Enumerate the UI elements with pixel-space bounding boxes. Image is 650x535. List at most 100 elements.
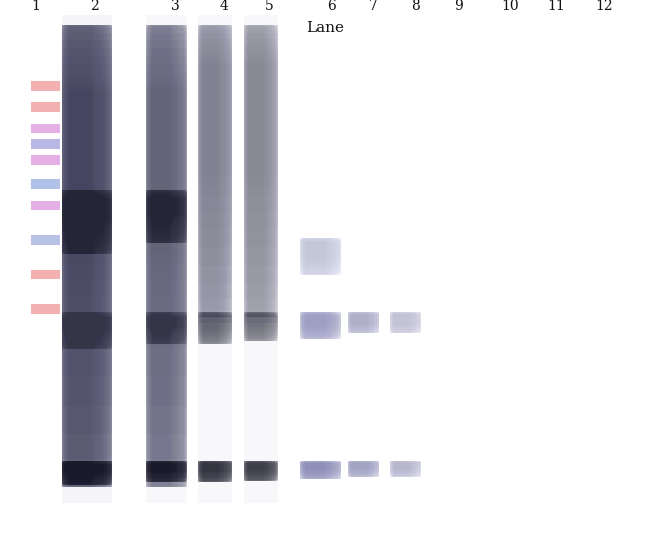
Bar	[244, 463, 278, 472]
Bar	[351, 312, 370, 333]
Bar	[247, 312, 268, 341]
Bar	[146, 26, 187, 486]
Bar	[62, 463, 112, 475]
Bar	[390, 314, 421, 327]
Bar	[62, 315, 112, 338]
Bar	[62, 461, 112, 484]
Bar	[246, 25, 272, 317]
Bar	[348, 314, 379, 326]
Bar	[149, 461, 178, 482]
Bar	[350, 312, 371, 333]
Bar	[146, 461, 187, 479]
Bar	[65, 312, 101, 349]
Bar	[306, 238, 323, 275]
Bar	[146, 64, 187, 347]
Bar	[244, 316, 278, 326]
Bar	[198, 461, 232, 482]
Bar	[147, 25, 185, 487]
Bar	[300, 243, 341, 256]
Bar	[244, 461, 277, 481]
Bar	[390, 315, 421, 323]
Bar	[300, 315, 341, 326]
Bar	[146, 25, 187, 487]
Bar	[244, 312, 278, 339]
Bar	[198, 316, 232, 328]
Bar	[198, 27, 232, 311]
Bar	[244, 68, 278, 162]
Bar	[352, 461, 367, 477]
Bar	[62, 317, 112, 331]
Bar	[151, 461, 170, 482]
Bar	[146, 463, 187, 474]
Bar	[305, 238, 326, 275]
Bar	[62, 25, 111, 487]
Bar	[390, 463, 421, 468]
Bar	[390, 315, 421, 323]
Bar	[201, 312, 225, 344]
Bar	[146, 82, 187, 279]
Bar	[198, 316, 232, 328]
Bar	[248, 25, 263, 317]
Bar	[62, 461, 112, 482]
Bar	[348, 461, 378, 477]
Bar	[66, 190, 99, 254]
Bar	[352, 461, 367, 477]
Bar	[394, 312, 410, 333]
Bar	[300, 238, 340, 275]
Bar	[149, 312, 178, 344]
Bar	[200, 25, 228, 317]
Bar	[146, 93, 187, 241]
Bar	[62, 317, 112, 330]
Bar	[199, 312, 229, 344]
Bar	[306, 238, 324, 275]
Bar	[246, 25, 270, 317]
Bar	[198, 464, 232, 471]
Bar	[348, 315, 379, 325]
Bar	[147, 25, 184, 487]
Bar	[151, 312, 171, 344]
Bar	[394, 312, 410, 333]
Bar	[300, 238, 341, 272]
Bar	[248, 25, 265, 317]
Bar	[62, 313, 112, 345]
Bar	[395, 461, 408, 477]
Bar	[390, 463, 421, 468]
Bar	[198, 461, 232, 482]
Bar	[352, 461, 365, 477]
Bar	[304, 312, 331, 339]
Bar	[390, 314, 421, 326]
Bar	[68, 25, 94, 487]
Bar	[146, 197, 187, 215]
Bar	[62, 193, 112, 242]
Bar	[350, 461, 372, 477]
Bar	[244, 316, 278, 325]
Bar	[391, 461, 420, 477]
Bar	[68, 461, 92, 485]
Bar	[201, 25, 224, 317]
Bar	[248, 312, 265, 341]
Bar	[62, 317, 112, 332]
Bar	[390, 462, 421, 473]
Bar	[392, 461, 415, 477]
Bar	[244, 312, 278, 341]
Bar	[305, 312, 326, 339]
Bar	[62, 198, 112, 225]
Bar	[244, 312, 276, 341]
Bar	[300, 241, 341, 264]
Bar	[203, 25, 218, 317]
Bar	[62, 199, 112, 220]
Bar	[248, 25, 264, 317]
Bar	[62, 190, 112, 254]
Bar	[348, 312, 377, 333]
Bar	[245, 461, 274, 481]
Bar	[62, 91, 112, 246]
Bar	[198, 62, 232, 186]
Bar	[65, 461, 101, 485]
Bar	[300, 238, 341, 275]
Bar	[198, 314, 232, 338]
Bar	[146, 463, 187, 472]
Bar	[390, 315, 421, 325]
Bar	[244, 316, 278, 328]
Bar	[348, 312, 379, 331]
Bar	[244, 315, 278, 332]
